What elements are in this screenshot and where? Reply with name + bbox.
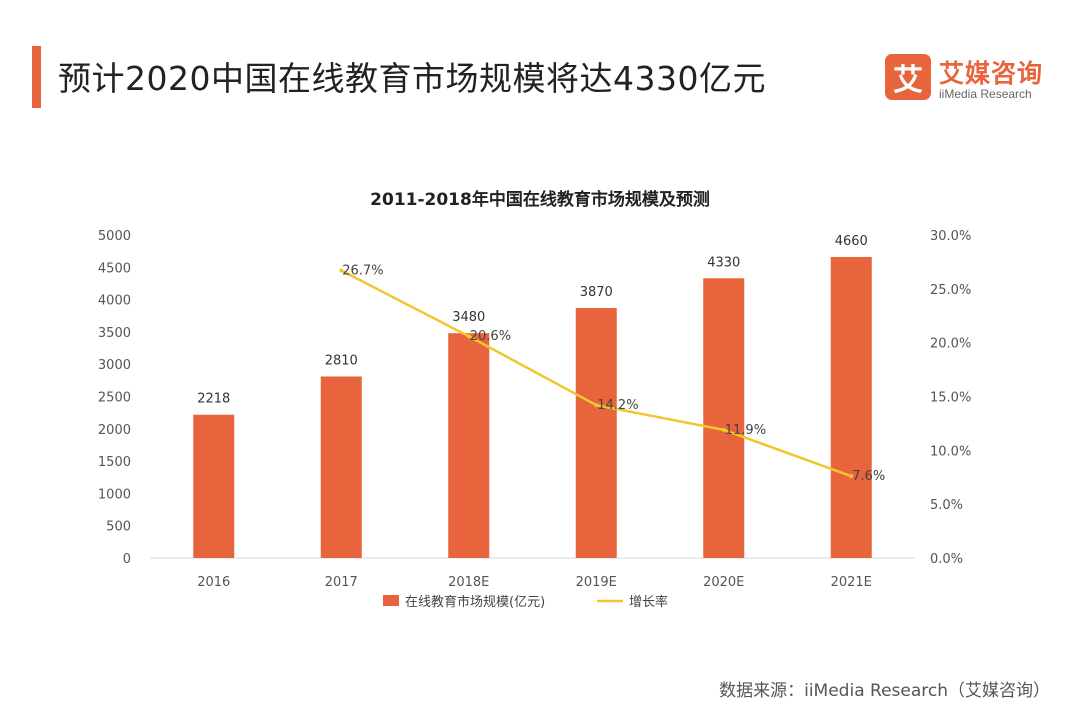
bar-value-label: 2218 <box>197 392 230 407</box>
bar <box>830 256 872 558</box>
bar <box>193 414 235 558</box>
iimedia-logo: 艾 艾媒咨询 iiMedia Research <box>885 54 1055 106</box>
x-tick-label: 2020E <box>703 575 744 590</box>
y-right-tick-label: 30.0% <box>930 229 971 244</box>
growth-rate-label: 14.2% <box>597 398 638 413</box>
growth-rate-point <box>339 268 344 273</box>
growth-rate-label: 7.6% <box>852 469 885 484</box>
y-left-tick-label: 500 <box>106 520 131 535</box>
y-left-tick-label: 3500 <box>98 326 131 341</box>
y-right-tick-label: 0.0% <box>930 552 963 567</box>
x-tick-label: 2017 <box>325 575 358 590</box>
logo-name-cn: 艾媒咨询 <box>939 59 1044 88</box>
x-tick-label: 2016 <box>197 575 230 590</box>
legend-bar-label: 在线教育市场规模(亿元) <box>405 594 545 610</box>
legend-bar-swatch <box>383 595 399 606</box>
page-title: 预计2020中国在线教育市场规模将达4330亿元 <box>58 59 766 98</box>
bar-value-label: 2810 <box>325 353 358 368</box>
y-left-tick-label: 4500 <box>98 261 131 276</box>
growth-rate-label: 26.7% <box>342 264 383 279</box>
logo-mark: 艾 <box>885 54 931 100</box>
y-left-tick-label: 1000 <box>98 487 131 502</box>
y-left-tick-label: 1500 <box>98 455 131 470</box>
growth-rate-label: 11.9% <box>725 423 766 438</box>
title-accent-bar <box>32 46 41 108</box>
x-tick-label: 2019E <box>576 575 617 590</box>
y-left-tick-label: 3000 <box>98 358 131 373</box>
growth-rate-label: 20.6% <box>470 329 511 344</box>
bar-value-label: 3480 <box>452 310 485 325</box>
y-left-tick-label: 5000 <box>98 229 131 244</box>
logo-name-en: iiMedia Research <box>939 87 1032 101</box>
y-left-tick-label: 4000 <box>98 294 131 309</box>
legend-line-label: 增长率 <box>629 594 668 610</box>
y-right-tick-label: 20.0% <box>930 337 971 352</box>
growth-rate-point <box>849 474 854 479</box>
bar <box>703 278 745 558</box>
bar <box>448 333 490 558</box>
y-left-tick-label: 0 <box>123 552 131 567</box>
x-tick-label: 2018E <box>448 575 489 590</box>
source-note: 数据来源：iiMedia Research（艾媒咨询） <box>719 681 1050 701</box>
bar <box>575 307 617 558</box>
bar-value-label: 4330 <box>707 255 740 270</box>
y-left-tick-label: 2500 <box>98 391 131 406</box>
growth-rate-point <box>721 427 726 432</box>
bar-value-label: 3870 <box>580 285 613 300</box>
x-tick-label: 2021E <box>831 575 872 590</box>
y-right-tick-label: 15.0% <box>930 391 971 406</box>
bar <box>320 376 362 558</box>
bar-value-label: 4660 <box>835 234 868 249</box>
growth-rate-point <box>594 403 599 408</box>
chart-title: 2011-2018年中国在线教育市场规模及预测 <box>370 189 710 210</box>
y-right-tick-label: 5.0% <box>930 498 963 513</box>
y-right-tick-label: 10.0% <box>930 444 971 459</box>
y-right-tick-label: 25.0% <box>930 283 971 298</box>
growth-rate-point <box>466 334 471 339</box>
y-left-tick-label: 2000 <box>98 423 131 438</box>
